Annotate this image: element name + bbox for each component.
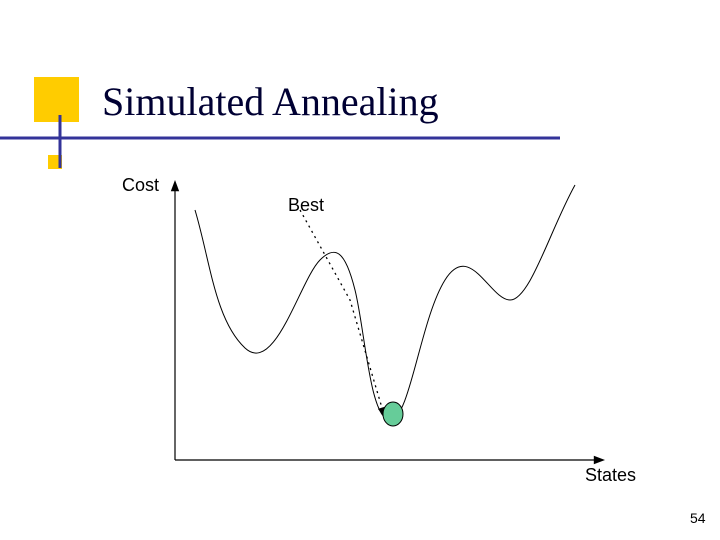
y-axis-arrow bbox=[171, 180, 179, 191]
annealing-chart bbox=[0, 0, 720, 540]
ball-marker bbox=[383, 402, 403, 426]
x-axis-arrow bbox=[594, 456, 605, 464]
x-axis-label: States bbox=[585, 465, 636, 486]
best-label: Best bbox=[288, 195, 324, 216]
page-number: 54 bbox=[690, 510, 706, 526]
y-axis-label: Cost bbox=[122, 175, 159, 196]
cost-curve bbox=[195, 185, 575, 420]
